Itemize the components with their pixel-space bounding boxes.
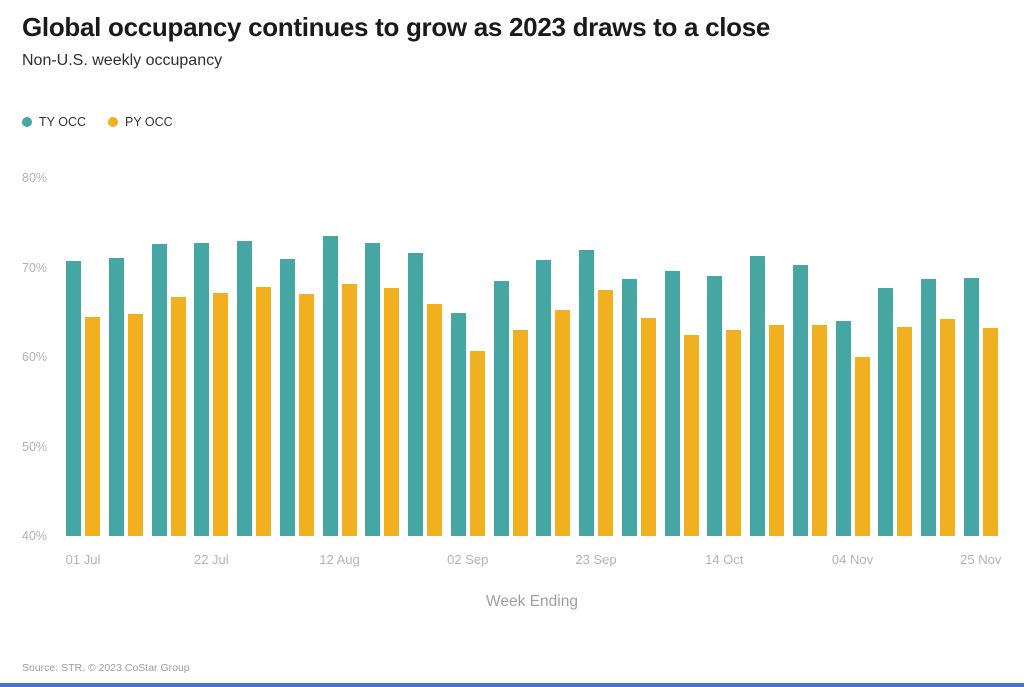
footer-accent-bar bbox=[0, 683, 1024, 687]
bar-ty-occ bbox=[750, 255, 765, 536]
legend-item-py-occ: PY OCC bbox=[108, 115, 173, 129]
week-group bbox=[750, 178, 784, 536]
bar-py-occ bbox=[555, 310, 571, 536]
bar-ty-occ bbox=[450, 313, 466, 536]
bar-ty-occ bbox=[792, 264, 808, 536]
bar-ty-occ bbox=[365, 243, 381, 536]
bar-py-occ bbox=[170, 297, 186, 536]
bar-py-occ bbox=[384, 288, 400, 536]
bar-ty-occ bbox=[621, 279, 637, 536]
bar-ty-occ bbox=[878, 288, 894, 536]
week-group: 22 Jul bbox=[194, 178, 229, 567]
bar-py-occ bbox=[940, 319, 955, 536]
bar-py-occ bbox=[598, 289, 613, 536]
week-group: 12 Aug bbox=[319, 178, 360, 567]
x-tick-label: 02 Sep bbox=[447, 552, 489, 567]
week-group bbox=[408, 178, 442, 536]
x-tick-label: 23 Sep bbox=[575, 552, 617, 567]
legend-label-py-occ: PY OCC bbox=[125, 115, 173, 129]
x-tick-label: 14 Oct bbox=[705, 552, 744, 567]
week-group bbox=[664, 178, 699, 536]
bar-py-occ bbox=[469, 350, 485, 536]
week-group bbox=[792, 178, 827, 536]
bar-py-occ bbox=[341, 283, 357, 536]
legend-label-ty-occ: TY OCC bbox=[39, 115, 86, 129]
y-axis: 80% 70% 60% 50% 40% bbox=[22, 171, 62, 543]
bar-ty-occ bbox=[579, 249, 594, 536]
bar-py-occ bbox=[256, 287, 271, 536]
py-occ-swatch-icon bbox=[108, 117, 118, 127]
bar-py-occ bbox=[982, 328, 998, 536]
bar-ty-occ bbox=[151, 244, 167, 536]
bar-ty-occ bbox=[279, 259, 295, 536]
x-tick-label: 25 Nov bbox=[960, 552, 1002, 567]
bar-py-occ bbox=[85, 316, 100, 536]
week-group bbox=[921, 178, 955, 536]
bar-py-occ bbox=[640, 317, 656, 536]
source-note: Source: STR. © 2023 CoStar Group bbox=[22, 662, 190, 674]
week-group bbox=[621, 178, 656, 536]
bar-ty-occ bbox=[835, 321, 851, 536]
week-group bbox=[279, 178, 314, 536]
week-group: 25 Nov bbox=[960, 178, 1001, 567]
week-group bbox=[365, 178, 400, 536]
bar-py-occ bbox=[683, 334, 699, 536]
legend-item-ty-occ: TY OCC bbox=[22, 115, 86, 129]
x-tick-label: 12 Aug bbox=[319, 552, 360, 567]
y-tick-label: 50% bbox=[22, 439, 48, 454]
bar-py-occ bbox=[726, 330, 742, 536]
bar-ty-occ bbox=[237, 240, 252, 536]
x-axis-title: Week Ending bbox=[486, 593, 578, 610]
bar-py-occ bbox=[127, 314, 143, 536]
chart-subtitle: Non-U.S. weekly occupancy bbox=[22, 52, 223, 69]
bar-ty-occ bbox=[921, 279, 936, 536]
week-group bbox=[878, 178, 913, 536]
bar-py-occ bbox=[512, 330, 528, 536]
bar-py-occ bbox=[427, 304, 442, 536]
bar-ty-occ bbox=[707, 275, 723, 536]
week-group: 14 Oct bbox=[705, 178, 743, 567]
bar-ty-occ bbox=[664, 271, 680, 536]
x-tick-label: 22 Jul bbox=[193, 552, 229, 567]
week-group: 04 Nov bbox=[832, 178, 873, 567]
x-tick-label: 01 Jul bbox=[65, 552, 101, 567]
bar-ty-occ bbox=[536, 260, 552, 536]
legend: TY OCC PY OCC bbox=[22, 115, 173, 129]
bar-ty-occ bbox=[493, 280, 509, 536]
week-group bbox=[536, 178, 571, 536]
bar-py-occ bbox=[769, 324, 784, 536]
x-tick-label: 04 Nov bbox=[831, 552, 874, 567]
bar-py-occ bbox=[298, 294, 314, 536]
y-tick-label: 80% bbox=[22, 171, 48, 185]
week-group bbox=[108, 178, 143, 536]
y-tick-label: 60% bbox=[22, 350, 48, 364]
bar-ty-occ bbox=[408, 253, 423, 536]
week-group: 23 Sep bbox=[575, 178, 617, 567]
ty-occ-swatch-icon bbox=[22, 117, 32, 127]
bar-py-occ bbox=[213, 293, 229, 536]
bar-ty-occ bbox=[963, 278, 979, 536]
bar-ty-occ bbox=[322, 236, 338, 536]
chart-title: Global occupancy continues to grow as 20… bbox=[22, 12, 771, 42]
bar-py-occ bbox=[897, 326, 913, 536]
y-tick-label: 70% bbox=[22, 260, 48, 275]
bar-ty-occ bbox=[66, 261, 81, 536]
week-group: 02 Sep bbox=[447, 178, 488, 567]
y-tick-label: 40% bbox=[22, 529, 48, 543]
week-group bbox=[237, 178, 271, 536]
bar-ty-occ bbox=[108, 257, 124, 536]
bar-py-occ bbox=[811, 324, 827, 536]
week-group: 01 Jul bbox=[66, 178, 100, 567]
week-group bbox=[493, 178, 528, 536]
bar-py-occ bbox=[854, 357, 870, 536]
plot-area: 01 Jul 22 Jul 12 Aug 02 Sep 23 Sep 14 Oct 04 N… bbox=[66, 178, 1001, 567]
bar-ty-occ bbox=[194, 243, 210, 536]
week-group bbox=[151, 178, 186, 536]
